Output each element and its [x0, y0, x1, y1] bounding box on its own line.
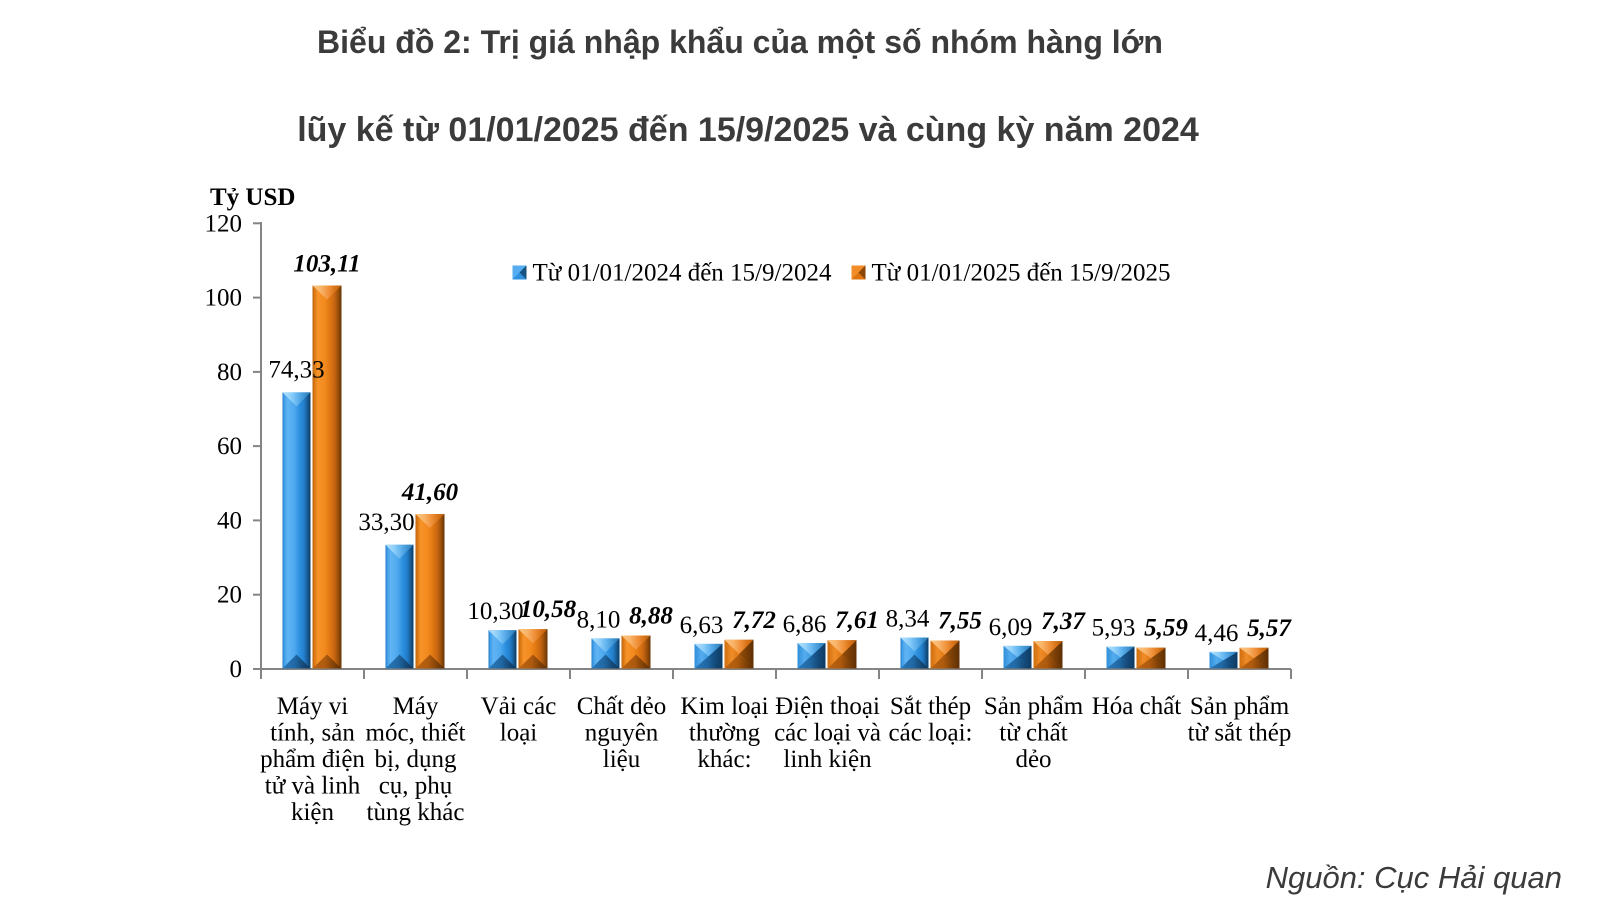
svg-text:móc, thiết: móc, thiết — [366, 720, 466, 747]
svg-text:8,88: 8,88 — [629, 603, 673, 630]
svg-text:lũy kế từ 01/01/2025 đến 15/9/: lũy kế từ 01/01/2025 đến 15/9/2025 và cù… — [297, 111, 1199, 149]
svg-text:kiện: kiện — [291, 799, 335, 826]
svg-text:Máy: Máy — [393, 693, 439, 720]
svg-text:Hóa chất: Hóa chất — [1092, 693, 1182, 720]
svg-text:Từ 01/01/2024 đến 15/9/2024: Từ 01/01/2024 đến 15/9/2024 — [533, 260, 832, 287]
svg-text:Kim loại: Kim loại — [680, 693, 768, 720]
svg-text:41,60: 41,60 — [401, 479, 459, 506]
svg-text:khác:: khác: — [697, 746, 751, 773]
svg-text:80: 80 — [217, 359, 242, 386]
svg-text:từ chất: từ chất — [999, 720, 1067, 747]
svg-text:5,93: 5,93 — [1092, 615, 1136, 642]
svg-text:tính, sản: tính, sản — [270, 720, 355, 747]
svg-text:thường: thường — [689, 720, 761, 747]
svg-text:Sắt thép: Sắt thép — [890, 693, 971, 720]
svg-text:60: 60 — [217, 433, 242, 460]
svg-text:6,09: 6,09 — [989, 614, 1033, 641]
svg-text:loại: loại — [500, 720, 538, 747]
svg-text:dẻo: dẻo — [1015, 746, 1051, 773]
svg-text:120: 120 — [205, 210, 243, 237]
svg-text:Sản phẩm: Sản phẩm — [984, 693, 1084, 720]
svg-text:0: 0 — [230, 656, 243, 683]
svg-text:linh kiện: linh kiện — [783, 746, 872, 773]
svg-text:Từ 01/01/2025 đến 15/9/2025: Từ 01/01/2025 đến 15/9/2025 — [872, 260, 1171, 287]
svg-text:cụ, phụ: cụ, phụ — [379, 773, 453, 800]
svg-text:tùng khác: tùng khác — [367, 799, 465, 826]
svg-text:bị, dụng: bị, dụng — [375, 746, 457, 773]
svg-text:10,58: 10,58 — [520, 596, 577, 623]
svg-text:Điện thoại: Điện thoại — [775, 693, 880, 720]
svg-text:Biểu đồ 2: Trị giá nhập khẩu c: Biểu đồ 2: Trị giá nhập khẩu của một số … — [317, 24, 1163, 60]
svg-text:7,61: 7,61 — [835, 607, 879, 634]
svg-text:Máy vi: Máy vi — [277, 693, 349, 720]
svg-text:8,34: 8,34 — [886, 606, 930, 633]
svg-text:nguyên: nguyên — [585, 720, 659, 747]
svg-text:5,57: 5,57 — [1247, 615, 1292, 642]
svg-text:tử và linh: tử và linh — [265, 773, 361, 800]
svg-text:từ sắt thép: từ sắt thép — [1188, 720, 1292, 747]
svg-text:6,63: 6,63 — [680, 612, 724, 639]
svg-text:8,10: 8,10 — [577, 606, 621, 633]
svg-text:7,37: 7,37 — [1041, 608, 1086, 635]
svg-text:74,33: 74,33 — [268, 356, 324, 383]
svg-text:10,30: 10,30 — [467, 598, 523, 625]
svg-text:Chất dẻo: Chất dẻo — [577, 693, 667, 720]
svg-text:4,46: 4,46 — [1195, 620, 1239, 647]
svg-text:liệu: liệu — [603, 746, 641, 773]
svg-text:Sản phẩm: Sản phẩm — [1190, 693, 1290, 720]
svg-text:100: 100 — [205, 285, 243, 312]
svg-text:Vải các: Vải các — [481, 693, 557, 720]
svg-text:Nguồn: Cục Hải quan: Nguồn: Cục Hải quan — [1266, 860, 1562, 895]
svg-text:20: 20 — [217, 582, 242, 609]
svg-text:phẩm điện: phẩm điện — [260, 746, 365, 773]
svg-text:7,72: 7,72 — [732, 607, 776, 634]
svg-text:6,86: 6,86 — [783, 611, 827, 638]
svg-text:7,55: 7,55 — [938, 608, 982, 635]
svg-text:40: 40 — [217, 507, 242, 534]
svg-text:5,59: 5,59 — [1144, 615, 1188, 642]
svg-text:các loại và: các loại và — [774, 720, 881, 747]
svg-text:các loại:: các loại: — [889, 720, 973, 747]
svg-text:103,11: 103,11 — [293, 251, 360, 278]
svg-text:33,30: 33,30 — [358, 509, 414, 536]
svg-text:Tỷ USD: Tỷ USD — [210, 184, 295, 211]
